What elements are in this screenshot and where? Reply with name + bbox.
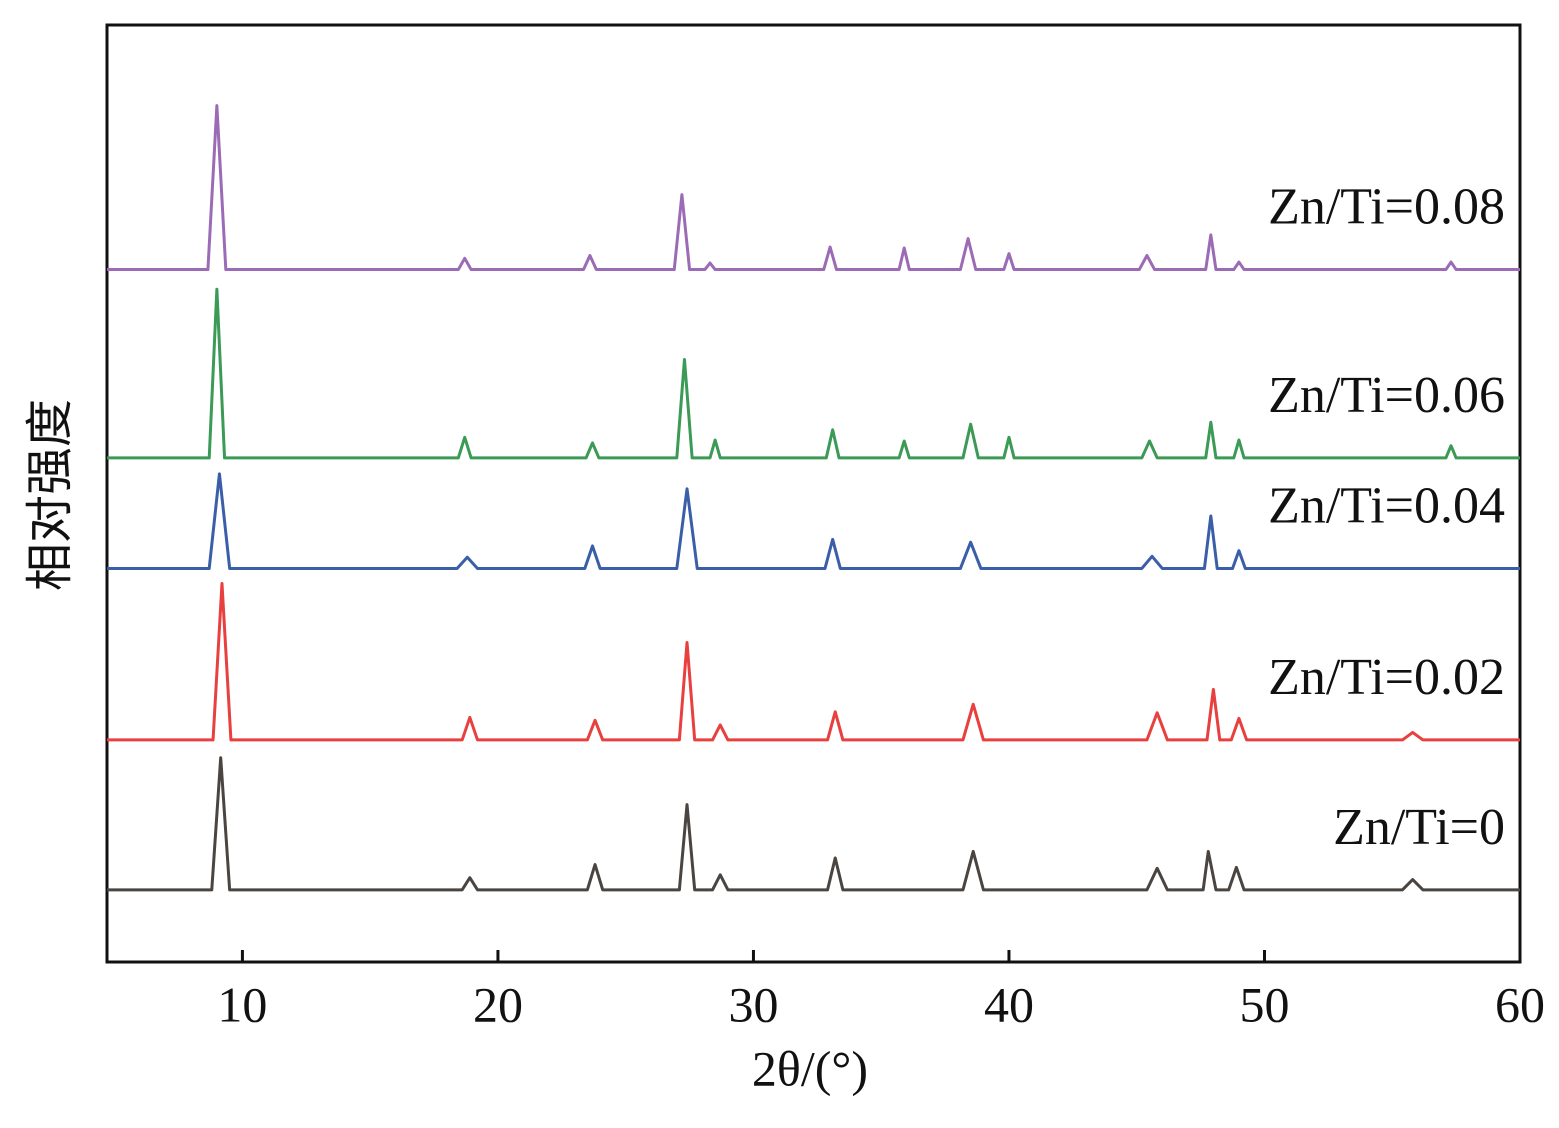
xrd-line	[107, 472, 1520, 570]
series-label: Zn/Ti=0.02	[1268, 649, 1505, 706]
x-tick-label: 40	[984, 976, 1034, 1032]
series-label: Zn/Ti=0	[1333, 799, 1505, 856]
series-label: Zn/Ti=0.04	[1268, 477, 1505, 534]
x-tick-label: 60	[1495, 976, 1545, 1032]
xrd-line	[107, 581, 1520, 742]
y-axis-label: 相对强度	[24, 399, 77, 591]
plot-frame	[105, 23, 1522, 964]
x-tick-label: 30	[728, 976, 778, 1032]
series-label: Zn/Ti=0.08	[1268, 178, 1505, 235]
series-label: Zn/Ti=0.06	[1268, 367, 1505, 424]
x-axis-label: 2θ/(°)	[752, 1040, 868, 1096]
x-tick-label: 50	[1239, 976, 1289, 1032]
xrd-line	[107, 104, 1520, 272]
xrd-line	[107, 756, 1520, 892]
x-tick-label: 10	[217, 976, 267, 1032]
x-tick-label: 20	[473, 976, 523, 1032]
xrd-line	[107, 287, 1520, 460]
